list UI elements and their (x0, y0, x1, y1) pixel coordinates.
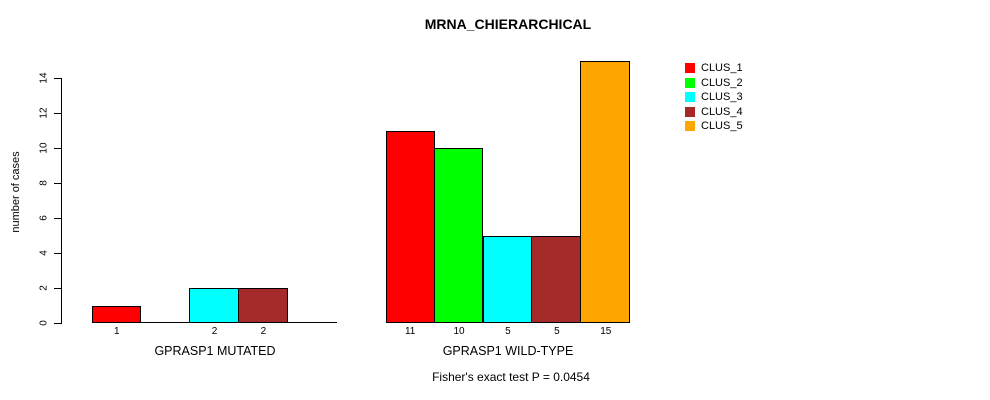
fisher-test-annotation: Fisher's exact test P = 0.0454 (432, 370, 590, 384)
bar-value-label-clus_3-wild-type: 5 (505, 326, 511, 337)
legend-label-clus_4: CLUS_4 (701, 105, 743, 118)
y-tick-14 (54, 78, 61, 79)
bar-clus_4-wild-type (531, 235, 582, 323)
legend-item-clus_1: CLUS_1 (685, 61, 743, 76)
bar-clus_1-wild-type (385, 130, 435, 323)
x-axis-label-gprasp1-wild-type: GPRASP1 WILD-TYPE (442, 344, 574, 358)
y-tick-label-14: 14 (38, 72, 50, 84)
bar-clus_2-wild-type (433, 148, 484, 323)
legend-swatch-clus_2 (685, 77, 695, 88)
legend-item-clus_4: CLUS_4 (685, 105, 743, 120)
bar-value-label-clus_1-wild-type: 11 (404, 326, 416, 337)
bar-clus_5-wild-type (580, 60, 631, 323)
y-tick-label-8: 8 (38, 180, 50, 186)
legend-item-clus_5: CLUS_5 (685, 119, 743, 134)
legend-item-clus_2: CLUS_2 (685, 76, 743, 91)
bar-clus_3-wild-type (482, 235, 533, 323)
legend-label-clus_5: CLUS_5 (701, 120, 743, 133)
legend-swatch-clus_4 (685, 106, 695, 117)
x-axis-label-gprasp1-mutated: GPRASP1 MUTATED (154, 344, 276, 358)
y-tick-label-0: 0 (38, 320, 50, 326)
legend-label-clus_1: CLUS_1 (701, 62, 743, 75)
y-tick-4 (54, 253, 61, 254)
bar-clus_3-mutated (189, 288, 239, 323)
bar-value-label-clus_2-wild-type: 10 (453, 326, 465, 337)
legend: CLUS_1 CLUS_2 CLUS_3 CLUS_4 CLUS_5 (685, 61, 743, 134)
y-tick-2 (54, 288, 61, 289)
bar-clus_5-mutated (286, 322, 337, 323)
bar-value-label-clus_4-mutated: 2 (260, 326, 267, 337)
legend-label-clus_2: CLUS_2 (701, 76, 743, 89)
y-tick-label-2: 2 (38, 285, 50, 291)
y-axis-title: number of cases (10, 151, 22, 233)
y-tick-12 (54, 113, 61, 114)
y-tick-label-12: 12 (38, 107, 50, 119)
y-tick-label-4: 4 (38, 250, 50, 256)
bar-clus_2-mutated (140, 322, 191, 323)
bar-clus_4-mutated (238, 288, 288, 323)
legend-label-clus_3: CLUS_3 (701, 91, 743, 104)
legend-swatch-clus_5 (685, 121, 695, 132)
y-tick-0 (54, 323, 61, 324)
legend-item-clus_3: CLUS_3 (685, 90, 743, 105)
chart-title: MRNA_CHIERARCHICAL (424, 16, 592, 32)
bar-value-label-clus_4-wild-type: 5 (554, 326, 560, 337)
bar-value-label-clus_3-mutated: 2 (211, 326, 218, 337)
y-axis-line (61, 78, 62, 324)
bar-clus_1-mutated (92, 305, 142, 323)
y-tick-label-10: 10 (38, 142, 50, 154)
y-tick-6 (54, 218, 61, 219)
legend-swatch-clus_3 (685, 92, 695, 103)
y-tick-10 (54, 148, 61, 149)
bar-value-label-clus_1-mutated: 1 (113, 326, 120, 337)
y-tick-8 (54, 183, 61, 184)
legend-swatch-clus_1 (685, 63, 695, 74)
bar-value-label-clus_5-wild-type: 15 (600, 326, 612, 337)
y-tick-label-6: 6 (38, 215, 50, 221)
